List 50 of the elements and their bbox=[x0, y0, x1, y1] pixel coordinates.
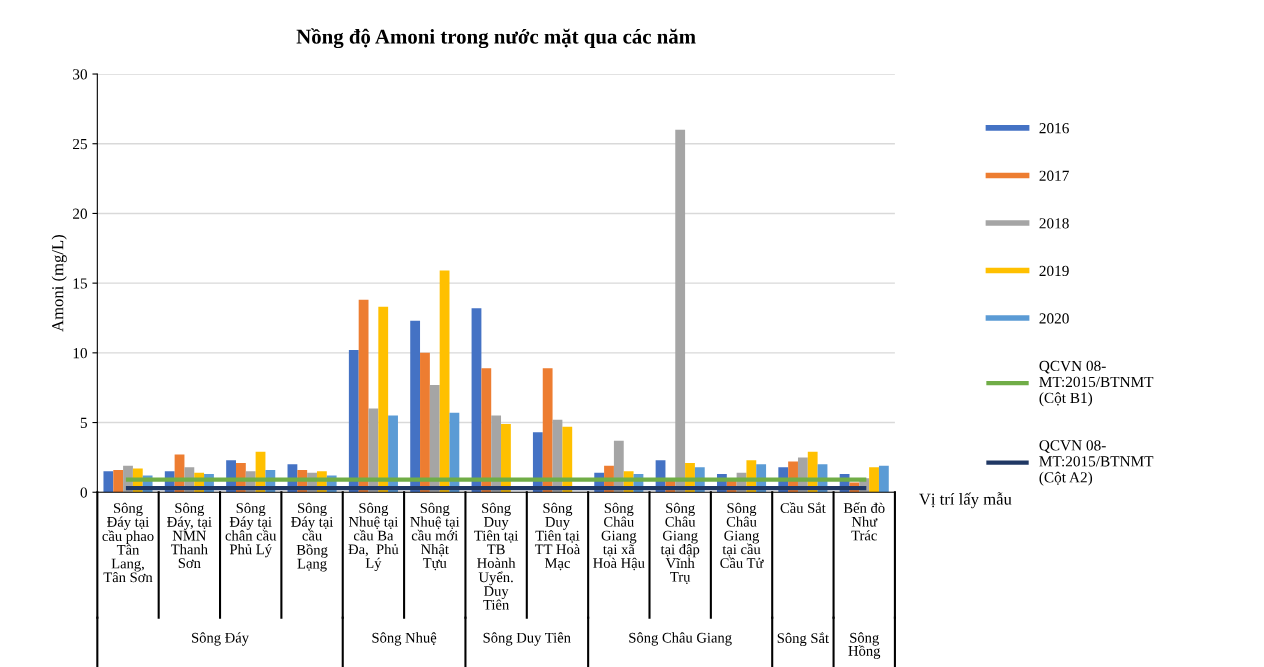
x-tick-label: Sông Châu Giang tại cầu Cầu Tử bbox=[720, 502, 764, 568]
legend-label: 2017 bbox=[1039, 170, 1069, 181]
text: Sông Duy Tiên bbox=[483, 632, 571, 646]
text: Sông Đáy bbox=[192, 632, 249, 646]
bar bbox=[449, 412, 460, 493]
x-tick-label: Sông Đáy tại cầu phao Tân Lang, Tân Sơn bbox=[102, 502, 154, 583]
text: Sông Nhuệ bbox=[372, 632, 437, 646]
x-tick-label: Cầu Sắt bbox=[780, 502, 826, 513]
y-axis-title: Amoni (mg/L) bbox=[51, 235, 67, 332]
legend-label: QCVN 08- MT:2015/BTNMT (Cột A2) bbox=[1039, 440, 1154, 486]
x-axis-title: Vị trí lấy mẫu bbox=[919, 492, 1012, 509]
x-tick-label: Sông Châu Giang tại xã Hoà Hậu bbox=[593, 502, 645, 571]
x-tick-label: Sông Đáy tại chân cầu Phủ Lý bbox=[225, 502, 277, 558]
legend-label: 2019 bbox=[1039, 265, 1069, 277]
chart-title: Nồng độ Amoni trong nước mặt qua các năm bbox=[296, 28, 696, 49]
bar bbox=[348, 350, 359, 493]
x-tick-label: Sông Nhuệ tại cầu mới Nhật Tựu bbox=[410, 502, 460, 571]
y-tick-label: 30 bbox=[73, 69, 88, 80]
x-tick-label: Sông Duy Tiên tại TB Hoành Uyển. Duy Tiên bbox=[474, 502, 519, 610]
y-tick-label: 0 bbox=[80, 487, 88, 498]
y-tick-label: 10 bbox=[73, 347, 88, 359]
x-tick-label: Sông Đáy tại cầu Bồng Lạng bbox=[291, 502, 334, 572]
bar bbox=[358, 299, 369, 493]
bar bbox=[113, 469, 124, 493]
x-tick-label: Sông Châu Giang tại đập Vĩnh Trụ bbox=[660, 502, 700, 585]
text: Sông Châu Giang bbox=[629, 632, 732, 646]
x-tick-label: Sông Nhuệ tại cầu Ba Đa, Phủ Lý bbox=[348, 502, 399, 571]
legend-label: 2016 bbox=[1039, 123, 1069, 134]
bar bbox=[410, 320, 421, 493]
bar bbox=[878, 465, 889, 493]
bar bbox=[429, 384, 440, 493]
legend-label: 2020 bbox=[1039, 313, 1069, 324]
y-tick-label: 5 bbox=[80, 417, 88, 428]
bar bbox=[675, 129, 686, 493]
y-tick-label: 20 bbox=[73, 208, 88, 219]
legend-label: 2018 bbox=[1039, 218, 1069, 229]
bar bbox=[542, 368, 553, 493]
legend-label: QCVN 08- MT:2015/BTNMT (Cột B1) bbox=[1039, 360, 1154, 407]
y-tick-label: 25 bbox=[73, 138, 88, 150]
bar bbox=[420, 352, 430, 493]
bar bbox=[103, 471, 114, 493]
text: Sông Sắt bbox=[777, 632, 829, 647]
x-tick-label: Sông Đáy, tại NMN Thanh Sơn bbox=[167, 502, 212, 569]
y-tick-label: 15 bbox=[73, 278, 88, 289]
bar bbox=[869, 467, 879, 493]
bar bbox=[378, 306, 389, 493]
x-tick-label: Bến đò Như Trác bbox=[843, 502, 885, 541]
bar bbox=[481, 368, 492, 493]
x-tick-label: Sông Duy Tiên tại TT Hoà Mạc bbox=[534, 502, 581, 571]
text: Sông Hồng bbox=[848, 632, 881, 659]
